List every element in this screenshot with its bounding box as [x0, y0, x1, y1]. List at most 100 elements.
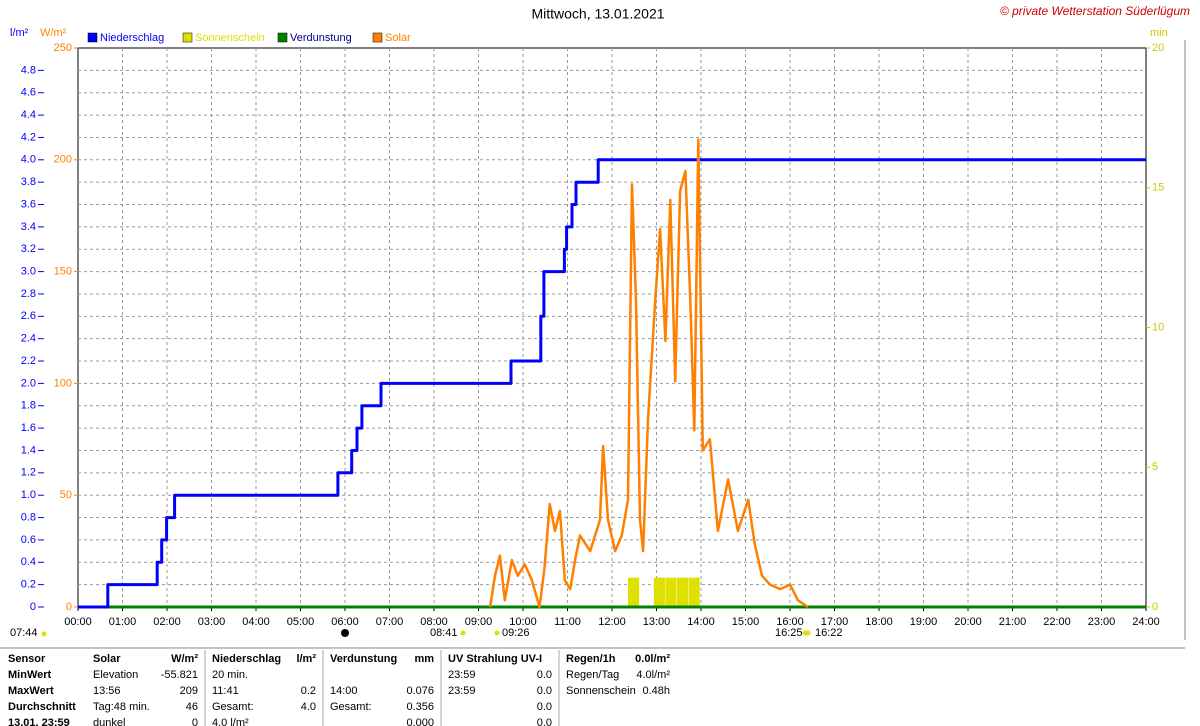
table-cell: 13:56: [93, 685, 121, 697]
y-tick-label: 2.6: [21, 310, 36, 322]
y-tick-label: 0.8: [21, 511, 36, 523]
y-tick-label: 0.2: [21, 579, 36, 591]
plot-area: [77, 47, 1147, 608]
x-tick-label: 12:00: [598, 616, 626, 628]
x-tick-label: 04:00: [242, 616, 270, 628]
y-tick-label: 1.0: [21, 489, 36, 501]
y-tick-label: 4.8: [21, 64, 36, 76]
table-cell: Sensor: [8, 653, 46, 665]
table-cell: Niederschlag: [212, 653, 281, 665]
table-cell: dunkel: [93, 717, 125, 726]
table-cell: MinWert: [8, 669, 52, 681]
table-cell: 0.0: [537, 685, 552, 697]
table-cell: 209: [180, 685, 198, 697]
table-cell: 20 min.: [212, 669, 248, 681]
table-cell: 23:59: [448, 669, 476, 681]
time-annotation: 16:25: [775, 627, 803, 639]
legend-label: Niederschlag: [100, 32, 164, 44]
table-cell: 0.000: [406, 717, 434, 726]
legend-label: Verdunstung: [290, 32, 352, 44]
table-cell: Solar: [93, 653, 121, 665]
table-cell: Gesamt:: [330, 701, 372, 713]
time-annotation: 07:44: [10, 627, 38, 639]
legend-swatch: [372, 32, 383, 43]
x-tick-label: 22:00: [1043, 616, 1071, 628]
legend-label: Sonnenschein: [195, 32, 265, 44]
table-cell: UV Strahlung UV-I: [448, 653, 542, 665]
table-cell: Durchschnitt: [8, 701, 76, 713]
time-annotation: 08:41: [430, 627, 458, 639]
table-cell: 4.0: [301, 701, 316, 713]
y2-axis-label: W/m²: [40, 27, 67, 39]
y3-tick-label: 15: [1152, 182, 1164, 194]
x-tick-label: 21:00: [999, 616, 1027, 628]
table-cell: Tag:48 min.: [93, 701, 150, 713]
x-tick-label: 13:00: [643, 616, 671, 628]
y3-axis-label: min: [1150, 27, 1168, 39]
y-tick-label: 2.8: [21, 288, 36, 300]
table-cell: 4.0 l/m²: [212, 717, 249, 726]
time-annotation: 09:26: [502, 627, 530, 639]
y-tick-label: 1.6: [21, 422, 36, 434]
y-tick-label: 3.0: [21, 266, 36, 278]
y-tick-label: 4.2: [21, 131, 36, 143]
x-tick-label: 20:00: [954, 616, 982, 628]
table-cell: 14:00: [330, 685, 358, 697]
x-tick-label: 10:00: [509, 616, 537, 628]
table-cell: 23:59: [448, 685, 476, 697]
y-tick-label: 2.4: [21, 333, 36, 345]
y-tick-label: 4.6: [21, 87, 36, 99]
moon-marker: [341, 629, 349, 637]
legend-swatch: [182, 32, 193, 43]
x-tick-label: 24:00: [1132, 616, 1160, 628]
copyright: © private Wetterstation Süderlügum: [1000, 4, 1190, 18]
y-tick-label: 1.4: [21, 444, 36, 456]
y3-tick-label: 20: [1152, 42, 1164, 54]
table-cell: Gesamt:: [212, 701, 254, 713]
table-cell: 0.076: [406, 685, 434, 697]
x-tick-label: 09:00: [465, 616, 493, 628]
y-tick-label: 2.2: [21, 355, 36, 367]
series-line: [488, 138, 809, 609]
x-tick-label: 05:00: [287, 616, 315, 628]
y-tick-label: 0: [30, 601, 36, 613]
chart-title: Mittwoch, 13.01.2021: [531, 6, 664, 22]
legend-label: Solar: [385, 32, 411, 44]
y2-tick-label: 250: [54, 42, 72, 54]
y-tick-label: 2.0: [21, 377, 36, 389]
series-line: [78, 158, 1146, 609]
table-cell: Regen/1h: [566, 653, 616, 665]
y-tick-label: 1.2: [21, 467, 36, 479]
y-tick-label: 0.6: [21, 534, 36, 546]
table-cell: W/m²: [171, 653, 198, 665]
y-tick-label: 4.0: [21, 154, 36, 166]
y2-tick-label: 0: [66, 601, 72, 613]
sun-marker: [494, 630, 500, 636]
x-tick-label: 17:00: [821, 616, 849, 628]
y3-tick-label: 10: [1152, 321, 1164, 333]
sun-marker: [460, 630, 466, 636]
y-tick-label: 3.2: [21, 243, 36, 255]
x-tick-label: 01:00: [109, 616, 137, 628]
table-cell: 0: [192, 717, 198, 726]
table-cell: 0.2: [301, 685, 316, 697]
x-tick-label: 18:00: [865, 616, 893, 628]
sun-marker: [41, 631, 47, 637]
y-tick-label: 3.4: [21, 221, 36, 233]
x-tick-label: 23:00: [1088, 616, 1116, 628]
table-cell: 11:41: [212, 685, 239, 697]
x-tick-label: 03:00: [198, 616, 226, 628]
x-tick-label: 02:00: [153, 616, 181, 628]
table-cell: 4.0l/m²: [636, 669, 670, 681]
bar: [628, 577, 640, 607]
y2-tick-label: 150: [54, 266, 72, 278]
bar: [653, 577, 665, 607]
y3-tick-label: 0: [1152, 601, 1158, 613]
table-cell: Verdunstung: [330, 653, 397, 665]
x-tick-label: 14:00: [687, 616, 715, 628]
bar: [665, 577, 677, 607]
y-tick-label: 3.8: [21, 176, 36, 188]
table-cell: 0.0: [537, 701, 552, 713]
x-tick-label: 06:00: [331, 616, 359, 628]
